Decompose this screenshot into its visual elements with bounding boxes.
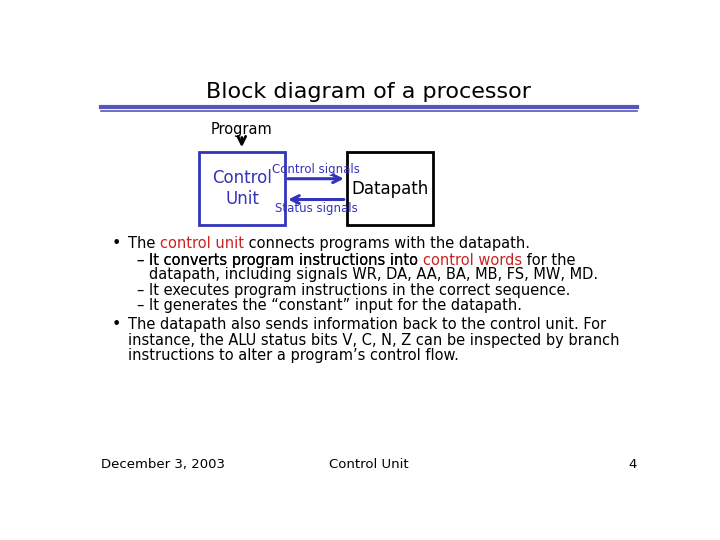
Text: Control
Unit: Control Unit: [212, 169, 272, 208]
Text: Status signals: Status signals: [274, 202, 357, 215]
Text: – It converts program instructions into: – It converts program instructions into: [138, 253, 423, 268]
Text: December 3, 2003: December 3, 2003: [101, 458, 225, 471]
Text: – It converts program instructions into: – It converts program instructions into: [138, 253, 423, 268]
Text: •: •: [111, 236, 120, 251]
Text: for the: for the: [522, 253, 576, 268]
Text: 4: 4: [629, 458, 637, 471]
Text: Control signals: Control signals: [272, 163, 360, 176]
Text: Block diagram of a processor: Block diagram of a processor: [207, 82, 531, 102]
Text: The datapath also sends information back to the control unit. For: The datapath also sends information back…: [128, 317, 606, 332]
Text: Control Unit: Control Unit: [329, 458, 409, 471]
Text: control words: control words: [423, 253, 522, 268]
Text: •: •: [111, 317, 120, 332]
Text: The: The: [128, 236, 160, 251]
Text: connects programs with the datapath.: connects programs with the datapath.: [244, 236, 530, 251]
Text: Program: Program: [211, 122, 273, 137]
Text: datapath, including signals WR, DA, AA, BA, MB, FS, MW, MD.: datapath, including signals WR, DA, AA, …: [148, 267, 598, 282]
Text: Datapath: Datapath: [351, 179, 428, 198]
Text: instance, the ALU status bits V, C, N, Z can be inspected by branch: instance, the ALU status bits V, C, N, Z…: [128, 333, 619, 348]
Text: – It executes program instructions in the correct sequence.: – It executes program instructions in th…: [138, 283, 571, 298]
Bar: [347, 152, 433, 225]
Text: control unit: control unit: [160, 236, 244, 251]
Text: – It generates the “constant” input for the datapath.: – It generates the “constant” input for …: [138, 299, 523, 313]
Text: instructions to alter a program’s control flow.: instructions to alter a program’s contro…: [128, 348, 459, 363]
Bar: [199, 152, 285, 225]
